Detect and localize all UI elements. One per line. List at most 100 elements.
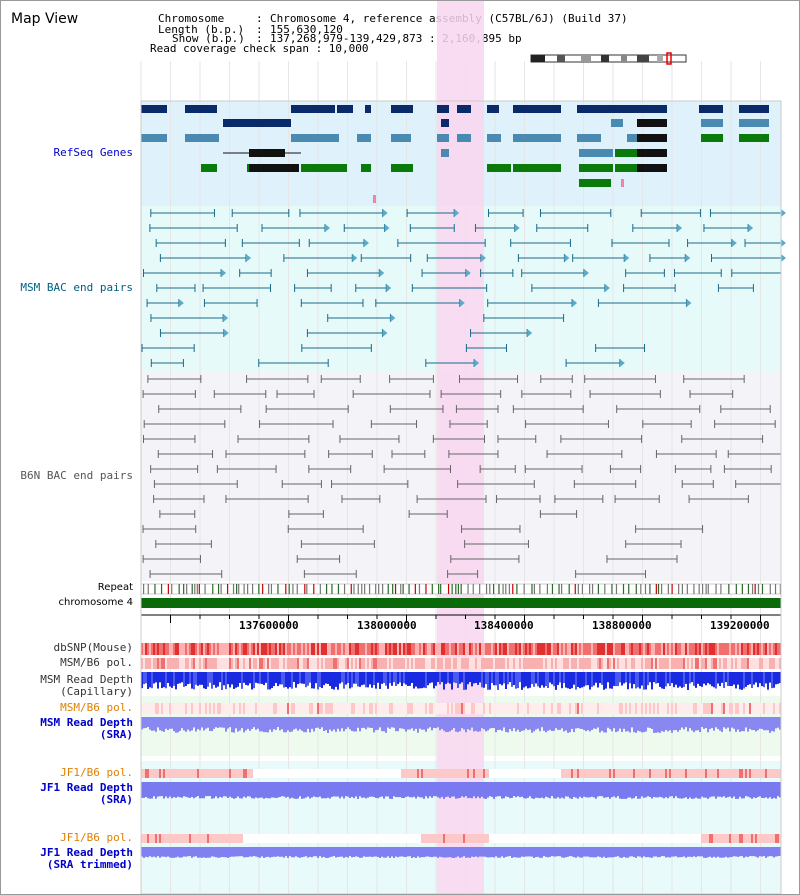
depth-bar	[563, 847, 565, 858]
heat-cell	[319, 703, 321, 714]
heat-cell	[623, 834, 625, 843]
depth-bar	[637, 782, 639, 799]
depth-bar	[775, 717, 777, 729]
depth-bar	[599, 782, 601, 797]
depth-bar	[167, 717, 169, 731]
depth-bar	[739, 717, 741, 732]
heat-cell	[419, 769, 421, 778]
heat-cell	[475, 643, 477, 655]
heat-cell	[293, 658, 295, 669]
heat-cell	[195, 658, 197, 669]
repeat-element	[467, 584, 469, 594]
heat-cell	[545, 658, 547, 669]
depth-bar	[639, 672, 641, 689]
heat-cell	[583, 769, 585, 778]
heat-cell	[319, 658, 321, 669]
depth-bar	[683, 847, 685, 857]
heat-cell	[383, 769, 385, 778]
depth-bar	[565, 672, 567, 688]
heat-cell	[555, 769, 557, 778]
heat-cell	[337, 658, 339, 669]
track-label-msm-bac[interactable]: MSM BAC end pairs	[20, 281, 133, 294]
heat-cell	[767, 703, 769, 714]
depth-bar	[711, 782, 713, 797]
heat-cell	[605, 643, 607, 655]
depth-bar	[167, 782, 169, 799]
depth-bar	[575, 847, 577, 858]
track-label-msm-read-depth-sra[interactable]: MSM Read Depth (SRA)	[40, 716, 133, 741]
depth-bar	[251, 782, 253, 799]
depth-bar	[499, 847, 501, 858]
depth-bar	[587, 717, 589, 731]
track-label-jf1-b6-pol-2[interactable]: JF1/B6 pol.	[60, 831, 133, 844]
depth-bar	[395, 717, 397, 732]
repeat-element	[220, 584, 222, 594]
depth-bar	[625, 847, 627, 858]
heat-cell	[327, 658, 329, 669]
heat-cell	[437, 834, 439, 843]
depth-bar	[213, 847, 215, 857]
depth-bar	[451, 717, 453, 730]
heat-cell	[643, 769, 645, 778]
repeat-element	[337, 584, 340, 594]
heat-cell	[269, 769, 271, 778]
heat-cell	[295, 834, 297, 843]
repeat-element	[196, 584, 198, 594]
track-label-repeat: Repeat	[97, 582, 133, 593]
heat-cell	[631, 703, 633, 714]
depth-bar	[269, 782, 271, 799]
track-label-jf1-read-depth-sra[interactable]: JF1 Read Depth (SRA)	[40, 781, 133, 806]
heat-cell	[539, 658, 541, 669]
track-label-msm-b6-pol-1[interactable]: MSM/B6 pol.	[60, 656, 133, 669]
heat-cell	[477, 703, 479, 714]
heat-cell	[411, 769, 413, 778]
depth-bar	[421, 672, 423, 689]
heat-cell	[739, 834, 741, 843]
heat-cell	[227, 658, 229, 669]
depth-bar	[629, 847, 631, 857]
heat-cell	[541, 643, 543, 655]
heat-cell	[397, 703, 399, 714]
repeat-element	[285, 584, 287, 594]
heat-cell	[713, 769, 715, 778]
track-label-jf1-b6-pol-1[interactable]: JF1/B6 pol.	[60, 766, 133, 779]
heat-cell	[501, 658, 503, 669]
heat-cell	[655, 703, 657, 714]
track-label-refseq[interactable]: RefSeq Genes	[53, 146, 133, 159]
heat-cell	[189, 658, 191, 669]
heat-cell	[507, 769, 509, 778]
depth-bar	[537, 847, 539, 857]
track-label-msm-b6-pol-2[interactable]: MSM/B6 pol.	[60, 701, 133, 714]
heat-cell	[779, 703, 781, 714]
depth-bar	[259, 717, 261, 732]
heat-cell	[459, 703, 461, 714]
heat-cell	[213, 658, 215, 669]
depth-bar	[183, 672, 185, 687]
heat-cell	[261, 643, 263, 655]
depth-bar	[621, 672, 623, 686]
depth-bar	[531, 782, 533, 799]
heat-cell	[575, 658, 577, 669]
depth-bar	[363, 782, 365, 798]
heat-cell	[183, 769, 185, 778]
refseq-gene	[739, 134, 769, 142]
heat-cell	[401, 834, 403, 843]
heat-cell	[541, 658, 543, 669]
depth-bar	[295, 782, 297, 799]
track-label-msm-read-depth-cap[interactable]: MSM Read Depth (Capillary)	[40, 673, 133, 698]
track-label-b6n-bac[interactable]: B6N BAC end pairs	[20, 469, 133, 482]
refseq-gene	[611, 119, 623, 127]
repeat-element	[493, 584, 495, 594]
heat-cell	[241, 643, 243, 655]
track-label-jf1-read-depth-trim[interactable]: JF1 Read Depth (SRA trimmed)	[40, 846, 133, 871]
heat-cell	[657, 658, 659, 669]
heat-cell	[771, 834, 773, 843]
heat-cell	[255, 658, 257, 669]
heat-cell	[415, 703, 417, 714]
depth-bar	[431, 782, 433, 798]
depth-bar	[341, 717, 343, 729]
track-label-dbsnp[interactable]: dbSNP(Mouse)	[53, 641, 133, 654]
depth-bar	[501, 782, 503, 799]
depth-bar	[591, 672, 593, 687]
